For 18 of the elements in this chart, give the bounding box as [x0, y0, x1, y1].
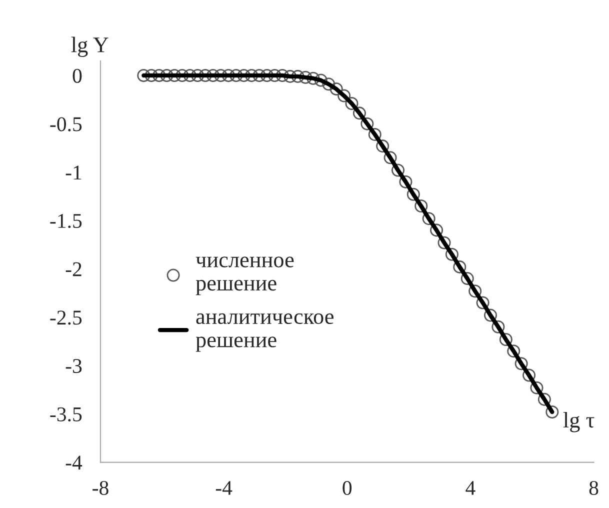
- x-tick-label: 8: [589, 480, 598, 495]
- x-tick-label: -8: [92, 480, 108, 495]
- legend-label: аналитическое решение: [196, 313, 334, 352]
- y-tick-label: -4: [66, 456, 82, 470]
- y-tick-label: -3: [66, 359, 82, 374]
- x-tick-label: 4: [466, 481, 476, 495]
- y-tick-label: -1.5: [50, 214, 82, 228]
- legend-label: численное решение: [196, 256, 294, 296]
- y-tick-label: -0.5: [50, 117, 82, 132]
- y-tick-label: -1: [66, 166, 82, 180]
- y-tick-label: -3.5: [50, 407, 82, 422]
- y-tick-label: 0: [72, 68, 82, 83]
- x-axis-title: lg τ: [563, 412, 594, 432]
- x-tick-label: -4: [216, 481, 232, 495]
- y-tick-label: -2: [66, 262, 82, 276]
- y-axis-title: lg Y: [71, 36, 108, 57]
- y-tick-label: -2.5: [50, 310, 82, 325]
- x-tick-label: 0: [342, 480, 352, 495]
